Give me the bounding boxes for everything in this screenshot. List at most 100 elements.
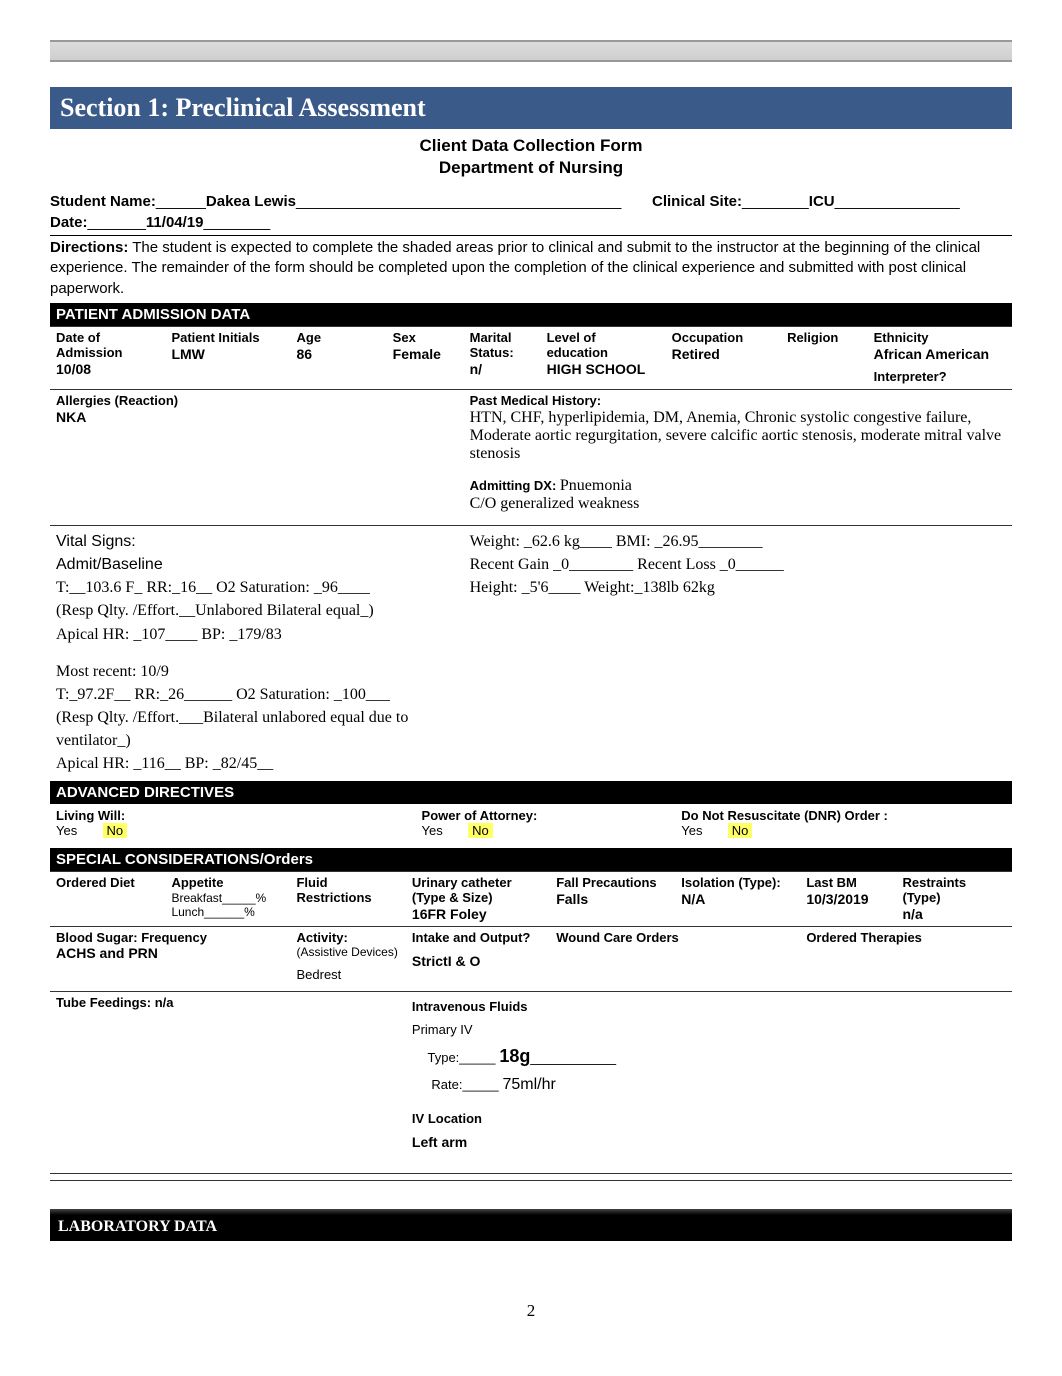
weight-line: Weight: _62.6 kg____ BMI: _26.95________ — [470, 530, 1006, 553]
fall-val: Falls — [556, 891, 669, 907]
living-will-label: Living Will: — [56, 808, 410, 823]
dnr-no: No — [728, 823, 753, 838]
age-value: 86 — [296, 346, 380, 362]
iv-rate-label: Rate:_____ — [431, 1077, 498, 1092]
dnr-label: Do Not Resuscitate (DNR) Order : — [681, 808, 1006, 823]
gap-bar — [50, 1173, 1012, 1181]
patient-admission-band: PATIENT ADMISSION DATA — [50, 303, 1012, 326]
ethnicity-label: Ethnicity — [874, 331, 1006, 346]
dnr-yes: Yes — [681, 823, 702, 838]
laboratory-band: LABORATORY DATA — [50, 1211, 1012, 1241]
bs-label: Blood Sugar: Frequency — [56, 931, 284, 946]
iv-header: Intravenous Fluids — [412, 996, 669, 1018]
special-considerations-band: SPECIAL CONSIDERATIONS/Orders — [50, 848, 1012, 871]
iv-rate-val: 75ml/hr — [503, 1076, 556, 1093]
activity-label: Activity: — [296, 931, 399, 946]
education-label: Level of education — [547, 331, 660, 361]
isolation-label: Isolation (Type): — [681, 876, 794, 891]
advanced-directives-table: Living Will: Yes No Power of Attorney: Y… — [50, 804, 1012, 842]
baseline-2: (Resp Qlty. /Effort.__Unlabored Bilatera… — [56, 599, 458, 622]
gain-line: Recent Gain _0________ Recent Loss _0___… — [470, 553, 1006, 576]
living-will-yes: Yes — [56, 823, 77, 838]
admitting-dx-label: Admitting DX: — [470, 478, 557, 493]
baseline-3: Apical HR: _107____ BP: _179/83 — [56, 623, 458, 646]
directions-label: Directions: — [50, 239, 128, 256]
date-value: 11/04/19 — [146, 214, 204, 231]
occupation-value: Retired — [672, 346, 775, 362]
iv-loc-label: IV Location — [412, 1108, 669, 1130]
religion-label: Religion — [787, 331, 862, 346]
vitals-heading: Vital Signs: — [56, 530, 458, 553]
doa-value: 10/08 — [56, 361, 159, 377]
baseline-label: Admit/Baseline — [56, 553, 458, 576]
occupation-label: Occupation — [672, 331, 775, 346]
urinary-label: Urinary catheter (Type & Size) — [412, 876, 544, 906]
section-title: Section 1: Preclinical Assessment — [50, 87, 1012, 129]
height-line: Height: _5'6____ Weight:_138lb 62kg — [470, 576, 1006, 599]
restraints-label: Restraints (Type) — [903, 876, 1007, 906]
fluid-label: Fluid Restrictions — [296, 876, 399, 906]
clinical-site: ICU — [809, 193, 835, 210]
activity-val: Bedrest — [296, 967, 399, 982]
diet-label: Ordered Diet — [56, 876, 159, 891]
lastbm-val: 10/3/2019 — [806, 891, 890, 907]
isolation-val: N/A — [681, 891, 794, 907]
sex-label: Sex — [393, 331, 458, 346]
iv-type-label: Type:_____ — [427, 1050, 495, 1065]
special-table: Ordered Diet Appetite Breakfast_____% Lu… — [50, 871, 1012, 1159]
restraints-val: n/a — [903, 906, 1007, 922]
recent-2: (Resp Qlty. /Effort.___Bilateral unlabor… — [56, 706, 458, 752]
directions-text: The student is expected to complete the … — [50, 239, 980, 297]
form-title-line1: Client Data Collection Form — [420, 136, 643, 155]
student-line: Student Name:______Dakea Lewis__________… — [50, 191, 1012, 212]
form-title-line2: Department of Nursing — [439, 158, 623, 177]
admitting-dx-2: C/O generalized weakness — [470, 495, 1006, 513]
iv-loc-val: Left arm — [412, 1131, 669, 1155]
pmh-label: Past Medical History: — [470, 394, 1006, 409]
poa-no: No — [468, 823, 493, 838]
admitting-dx: Pnuemonia — [560, 477, 632, 494]
clinical-site-label: Clinical Site: — [652, 193, 742, 210]
poa-label: Power of Attorney: — [422, 808, 670, 823]
lastbm-label: Last BM — [806, 876, 890, 891]
appetite-2: Lunch______% — [171, 905, 284, 919]
appetite-label: Appetite — [171, 876, 284, 891]
directions: Directions: The student is expected to c… — [50, 235, 1012, 299]
iv-type-val: 18g — [499, 1046, 530, 1066]
student-name-label: Student Name: — [50, 193, 156, 210]
page-number: 2 — [50, 1301, 1012, 1321]
urinary-val: 16FR Foley — [412, 906, 544, 922]
poa-yes: Yes — [422, 823, 443, 838]
io-val: StrictI & O — [412, 953, 544, 969]
date-line: Date:_______11/04/19________ — [50, 212, 1012, 233]
form-title: Client Data Collection Form Department o… — [50, 131, 1012, 191]
date-label: Date: — [50, 214, 88, 231]
advanced-directives-band: ADVANCED DIRECTIVES — [50, 781, 1012, 804]
baseline-1: T:__103.6 F_ RR:_16__ O2 Saturation: _96… — [56, 576, 458, 599]
initials-label: Patient Initials — [171, 331, 284, 346]
sex-value: Female — [393, 346, 458, 362]
marital-label: Marital Status: — [470, 331, 535, 361]
recent-label: Most recent: 10/9 — [56, 660, 458, 683]
iv-primary: Primary IV — [412, 1019, 669, 1041]
activity-sub: (Assistive Devices) — [296, 945, 399, 959]
ethnicity-value: African American — [874, 346, 1006, 362]
initials-value: LMW — [171, 346, 284, 362]
interpreter-label: Interpreter? — [874, 370, 1006, 385]
bs-val: ACHS and PRN — [56, 945, 284, 961]
student-name: Dakea Lewis — [206, 193, 296, 210]
wound-label: Wound Care Orders — [556, 931, 794, 946]
appetite-1: Breakfast_____% — [171, 891, 284, 905]
allergies-label: Allergies (Reaction) — [56, 394, 458, 409]
age-label: Age — [296, 331, 380, 346]
education-value: HIGH SCHOOL — [547, 361, 660, 377]
laboratory-label: LABORATORY DATA — [58, 1218, 217, 1236]
doa-label: Date of Admission — [56, 331, 159, 361]
recent-1: T:_97.2F__ RR:_26______ O2 Saturation: _… — [56, 683, 458, 706]
therapies-label: Ordered Therapies — [806, 931, 1006, 946]
living-will-no: No — [103, 823, 128, 838]
marital-value: n/ — [470, 361, 535, 377]
admission-table: Date of Admission 10/08 Patient Initials… — [50, 326, 1012, 783]
io-label: Intake and Output? — [412, 931, 544, 946]
top-decorative-bar — [50, 40, 1012, 62]
